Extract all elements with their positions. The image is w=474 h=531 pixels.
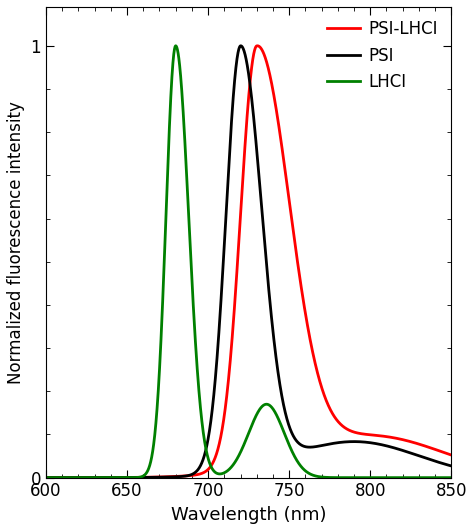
PSI-LHCI (116, 474, 122, 481)
Legend: PSI-LHCI, PSI, LHCI: PSI-LHCI, PSI, LHCI (322, 15, 443, 96)
LHCI (205, 454, 210, 460)
PSI-LHCI (465, 457, 470, 464)
PSI-LHCI (456, 455, 462, 461)
LHCI (43, 475, 49, 481)
PSI-LHCI (43, 475, 49, 481)
Line: LHCI: LHCI (46, 46, 467, 478)
Line: PSI-LHCI: PSI-LHCI (46, 46, 467, 478)
LHCI (411, 475, 417, 481)
PSI (116, 474, 122, 481)
PSI (238, 42, 244, 49)
PSI (411, 451, 417, 457)
PSI-LHCI (91, 474, 97, 481)
PSI-LHCI (223, 400, 229, 406)
LHCI (223, 469, 229, 475)
PSI-LHCI (205, 467, 210, 473)
PSI (465, 467, 470, 473)
PSI-LHCI (255, 42, 260, 49)
PSI (43, 475, 49, 481)
PSI (456, 465, 462, 471)
X-axis label: Wavelength (nm): Wavelength (nm) (171, 506, 327, 524)
PSI-LHCI (411, 440, 417, 446)
Y-axis label: Normalized fluorescence intensity: Normalized fluorescence intensity (7, 101, 25, 384)
LHCI (91, 475, 97, 481)
LHCI (116, 475, 122, 481)
PSI (91, 474, 97, 481)
LHCI (456, 475, 462, 481)
LHCI (173, 42, 179, 49)
PSI (205, 438, 210, 444)
PSI (223, 213, 229, 219)
Line: PSI: PSI (46, 46, 467, 478)
LHCI (465, 475, 470, 481)
